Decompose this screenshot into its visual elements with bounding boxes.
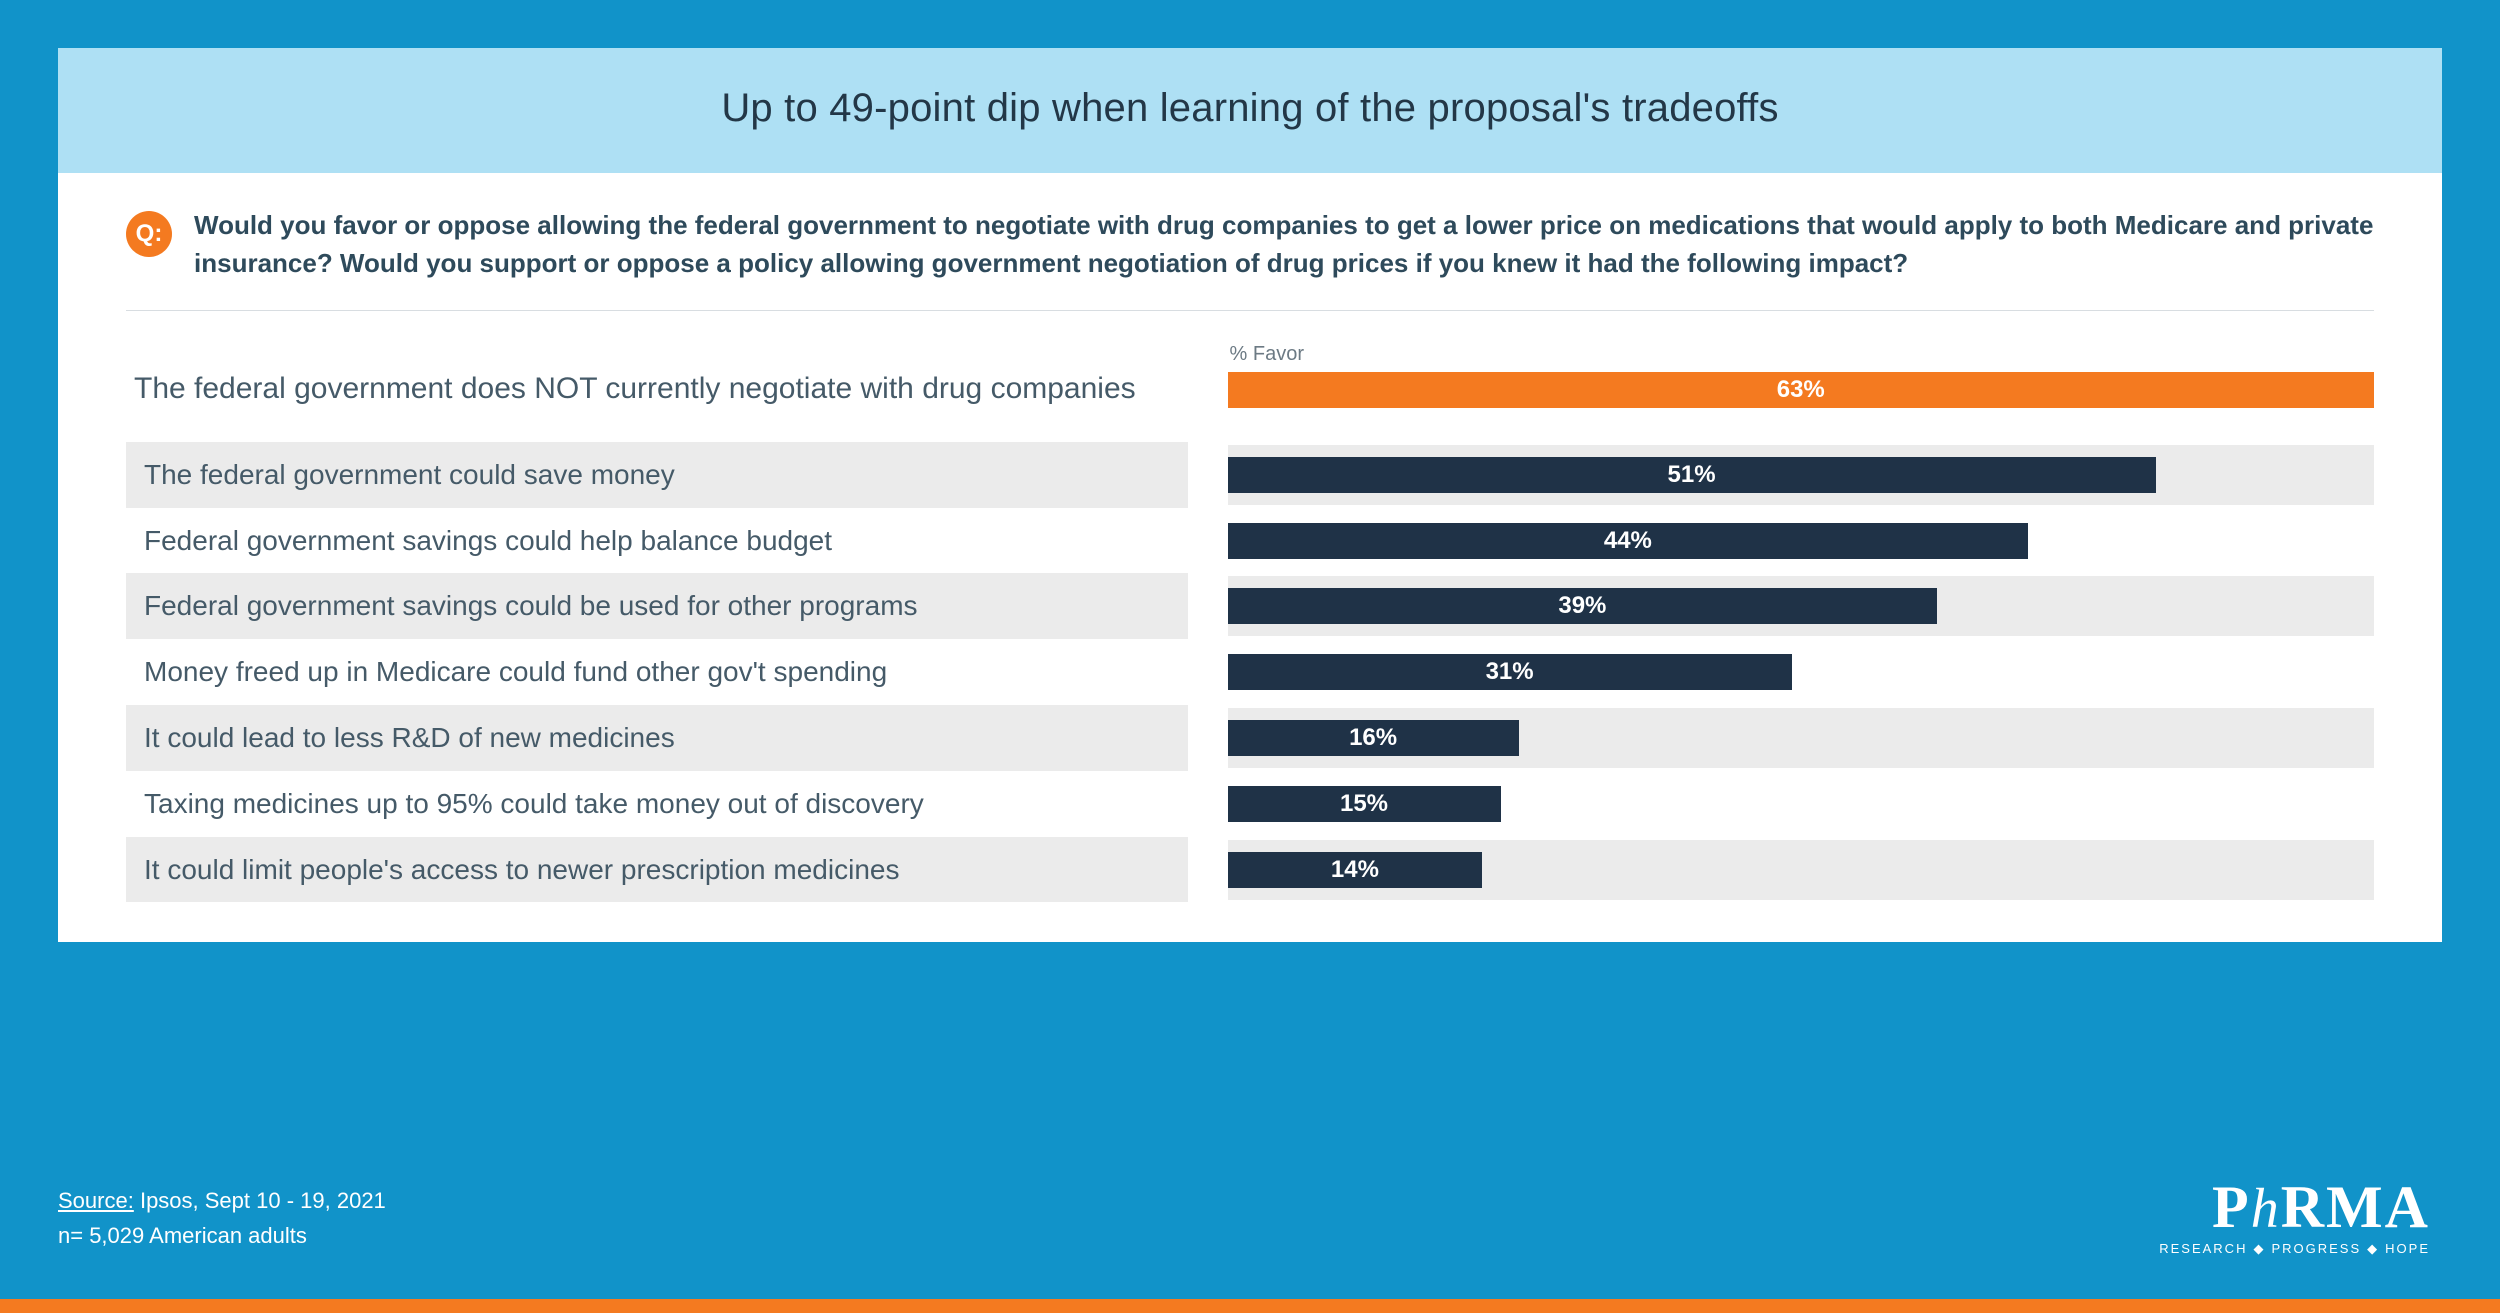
question-row: Q: Would you favor or oppose allowing th… xyxy=(126,207,2374,311)
bar-cell: 16% xyxy=(1228,708,2374,768)
source-value: Ipsos, Sept 10 - 19, 2021 xyxy=(140,1188,386,1213)
bar-cell: 44% xyxy=(1228,511,2374,571)
logo-wordmark: PhRMA xyxy=(2159,1177,2430,1237)
content-card: Q: Would you favor or oppose allowing th… xyxy=(58,173,2442,942)
bar-label: Federal government savings could be used… xyxy=(126,573,1188,639)
bar-label: Taxing medicines up to 95% could take mo… xyxy=(126,771,1188,837)
source-line: Source: Ipsos, Sept 10 - 19, 2021 xyxy=(58,1183,386,1218)
bar-chart: The federal government does NOT currentl… xyxy=(126,337,2374,902)
bar: 51% xyxy=(1228,457,2156,493)
bar-label: It could limit people's access to newer … xyxy=(126,837,1188,903)
bar: 14% xyxy=(1228,852,1483,888)
bar: 63% xyxy=(1228,372,2374,408)
question-badge-icon: Q: xyxy=(126,211,172,257)
title-band: Up to 49-point dip when learning of the … xyxy=(58,48,2442,173)
title: Up to 49-point dip when learning of the … xyxy=(98,86,2402,131)
bar-cell: 51% xyxy=(1228,445,2374,505)
phrma-logo: PhRMA RESEARCH ◆ PROGRESS ◆ HOPE xyxy=(2159,1177,2430,1257)
bar-label: It could lead to less R&D of new medicin… xyxy=(126,705,1188,771)
bar: 31% xyxy=(1228,654,1792,690)
tagline-word: RESEARCH xyxy=(2159,1241,2247,1256)
bar-label: Money freed up in Medicare could fund ot… xyxy=(126,639,1188,705)
diamond-icon: ◆ xyxy=(2253,1241,2265,1256)
source-label: Source: xyxy=(58,1188,134,1213)
bar-cell: % Favor 63% xyxy=(1228,343,2374,436)
bottom-accent-stripe xyxy=(0,1299,2500,1313)
bar-cell: 39% xyxy=(1228,576,2374,636)
bar: 15% xyxy=(1228,786,1501,822)
bar-label: Federal government savings could help ba… xyxy=(126,508,1188,574)
bar-cell: 15% xyxy=(1228,774,2374,834)
bar-label: The federal government could save money xyxy=(126,442,1188,508)
bar: 16% xyxy=(1228,720,1519,756)
bar: 39% xyxy=(1228,588,1938,624)
logo-tagline: RESEARCH ◆ PROGRESS ◆ HOPE xyxy=(2159,1241,2430,1257)
axis-label: % Favor xyxy=(1228,343,2374,366)
question-text: Would you favor or oppose allowing the f… xyxy=(194,207,2374,282)
infographic-frame: Up to 49-point dip when learning of the … xyxy=(0,0,2500,1313)
tagline-word: PROGRESS xyxy=(2271,1241,2361,1256)
bar: 44% xyxy=(1228,523,2029,559)
diamond-icon: ◆ xyxy=(2367,1241,2379,1256)
bar-label: The federal government does NOT currentl… xyxy=(126,337,1188,442)
bar-cell: 14% xyxy=(1228,840,2374,900)
bar-cell: 31% xyxy=(1228,642,2374,702)
footer-source: Source: Ipsos, Sept 10 - 19, 2021 n= 5,0… xyxy=(58,1183,386,1253)
tagline-word: HOPE xyxy=(2385,1241,2430,1256)
n-line: n= 5,029 American adults xyxy=(58,1218,386,1253)
